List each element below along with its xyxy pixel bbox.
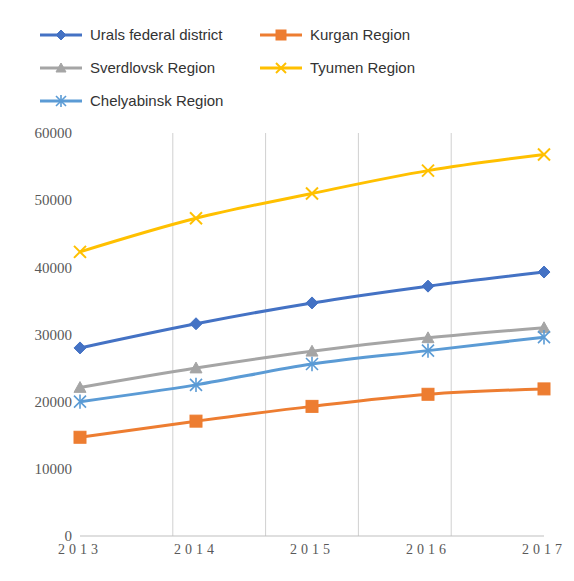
html-text:Urals federal district: Urals federal district — [90, 26, 223, 43]
html-text:Tyumen Region: Tyumen Region — [310, 59, 416, 76]
svg-text:50000: 50000 — [35, 192, 73, 208]
svg-text:2017: 2017 — [522, 542, 566, 557]
svg-text:2013: 2013 — [58, 541, 102, 557]
svg-text:0: 0 — [65, 528, 73, 544]
svg-text:30000: 30000 — [35, 327, 73, 343]
html-text:Chelyabinsk Region: Chelyabinsk Region — [90, 92, 224, 109]
svg-text:20000: 20000 — [35, 394, 73, 410]
html-text:Sverdlovsk Region: Sverdlovsk Region — [90, 59, 216, 76]
svg-text:10000: 10000 — [35, 461, 73, 477]
svg-text:60000: 60000 — [35, 125, 73, 141]
svg-text:40000: 40000 — [35, 260, 73, 276]
html-text:Kurgan Region: Kurgan Region — [310, 26, 411, 43]
svg-text:2016: 2016 — [406, 542, 450, 557]
svg-text:2015: 2015 — [290, 542, 334, 557]
svg-text:2014: 2014 — [174, 542, 218, 557]
